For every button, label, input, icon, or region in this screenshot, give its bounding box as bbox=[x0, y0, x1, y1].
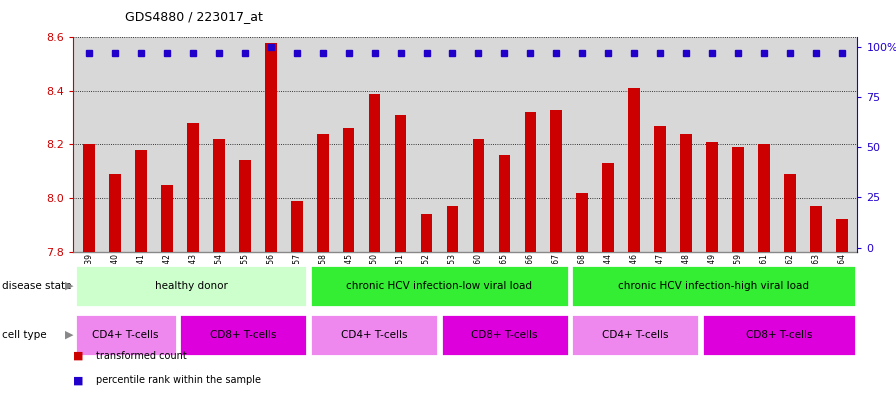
Bar bbox=[239, 160, 251, 252]
Bar bbox=[421, 214, 433, 252]
Bar bbox=[784, 174, 796, 252]
Bar bbox=[654, 126, 666, 252]
Bar bbox=[524, 112, 536, 252]
Bar bbox=[680, 134, 692, 252]
Bar bbox=[572, 314, 700, 356]
Bar bbox=[550, 110, 562, 252]
Bar bbox=[109, 174, 121, 252]
Text: ■: ■ bbox=[73, 375, 84, 386]
Bar bbox=[702, 314, 857, 356]
Bar bbox=[317, 134, 329, 252]
Text: CD4+ T-cells: CD4+ T-cells bbox=[92, 330, 159, 340]
Text: CD8+ T-cells: CD8+ T-cells bbox=[471, 330, 538, 340]
Text: ▶: ▶ bbox=[65, 281, 73, 291]
Bar bbox=[498, 155, 510, 252]
Bar bbox=[602, 163, 614, 252]
Bar bbox=[758, 145, 770, 252]
Text: CD8+ T-cells: CD8+ T-cells bbox=[210, 330, 277, 340]
Text: GDS4880 / 223017_at: GDS4880 / 223017_at bbox=[125, 10, 263, 23]
Text: chronic HCV infection-low viral load: chronic HCV infection-low viral load bbox=[347, 281, 532, 291]
Text: percentile rank within the sample: percentile rank within the sample bbox=[96, 375, 261, 386]
Bar bbox=[446, 206, 459, 252]
Bar bbox=[572, 265, 857, 307]
Bar bbox=[187, 123, 199, 252]
Bar bbox=[310, 314, 438, 356]
Bar bbox=[291, 201, 303, 252]
Bar bbox=[265, 43, 277, 252]
Bar bbox=[706, 142, 718, 252]
Bar bbox=[74, 265, 307, 307]
Text: chronic HCV infection-high viral load: chronic HCV infection-high viral load bbox=[618, 281, 809, 291]
Bar bbox=[576, 193, 588, 252]
Bar bbox=[161, 185, 173, 252]
Text: CD8+ T-cells: CD8+ T-cells bbox=[745, 330, 813, 340]
Text: ▶: ▶ bbox=[65, 330, 73, 340]
Bar bbox=[83, 145, 95, 252]
Bar bbox=[810, 206, 822, 252]
Bar bbox=[732, 147, 744, 252]
Bar bbox=[369, 94, 381, 252]
Bar bbox=[628, 88, 640, 252]
Text: ■: ■ bbox=[73, 351, 84, 361]
Bar bbox=[135, 150, 147, 252]
Text: healthy donor: healthy donor bbox=[155, 281, 228, 291]
Bar bbox=[343, 129, 355, 252]
Bar bbox=[836, 219, 848, 252]
Text: cell type: cell type bbox=[2, 330, 47, 340]
Bar bbox=[472, 139, 485, 252]
Text: disease state: disease state bbox=[2, 281, 72, 291]
Bar bbox=[213, 139, 225, 252]
Bar bbox=[74, 314, 177, 356]
Bar bbox=[310, 265, 569, 307]
Bar bbox=[179, 314, 307, 356]
Text: CD4+ T-cells: CD4+ T-cells bbox=[602, 330, 668, 340]
Bar bbox=[441, 314, 569, 356]
Text: CD4+ T-cells: CD4+ T-cells bbox=[340, 330, 408, 340]
Bar bbox=[395, 115, 407, 252]
Text: transformed count: transformed count bbox=[96, 351, 186, 361]
